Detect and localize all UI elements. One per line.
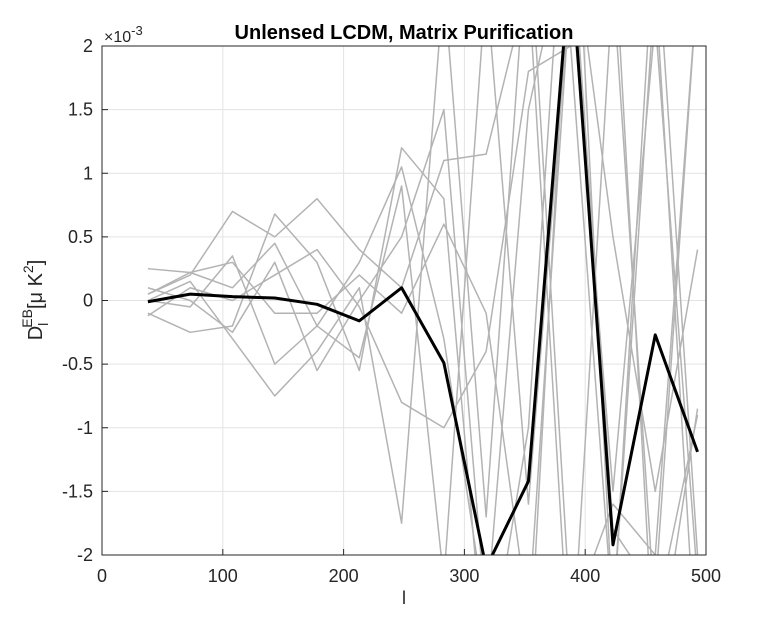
y-tick-label: -1.5 [62, 481, 93, 501]
x-tick-label: 200 [329, 566, 359, 586]
realization-line [147, 46, 697, 555]
y-label-close: ] [25, 260, 47, 266]
y-tick-label: 1.5 [68, 100, 93, 120]
y-multiplier: ×10 [104, 29, 131, 46]
y-label-sub: l [35, 323, 51, 326]
x-axis-label: l [402, 588, 406, 608]
y-label-unit-sup: 2 [20, 265, 36, 273]
x-tick-label: 300 [449, 566, 479, 586]
y-exponent: ×10-3 [104, 23, 143, 46]
chart-title: Unlensed LCDM, Matrix Purification [235, 22, 574, 44]
mean-line [147, 46, 699, 555]
realization-line [147, 46, 699, 555]
realization-line [147, 46, 699, 555]
y-label-unit: [μ K [25, 272, 47, 309]
y-axis-label: DlEB[μ K2] [19, 260, 51, 341]
y-label-base: D [25, 326, 47, 340]
y-label-sup: EB [19, 309, 35, 328]
y-exponent-power: -3 [131, 23, 143, 38]
x-tick-label: 400 [570, 566, 600, 586]
y-tick-label: 1 [83, 163, 93, 183]
y-tick-label: -1 [77, 418, 93, 438]
x-tick-label: 100 [208, 566, 238, 586]
x-tick-label: 0 [97, 566, 107, 586]
y-tick-label: 0 [83, 291, 93, 311]
y-tick-label: 2 [83, 36, 93, 56]
plot-area [147, 46, 699, 555]
y-tick-label: -2 [77, 545, 93, 565]
x-tick-label: 500 [691, 566, 721, 586]
y-tick-label: 0.5 [68, 227, 93, 247]
y-tick-label: -0.5 [62, 354, 93, 374]
